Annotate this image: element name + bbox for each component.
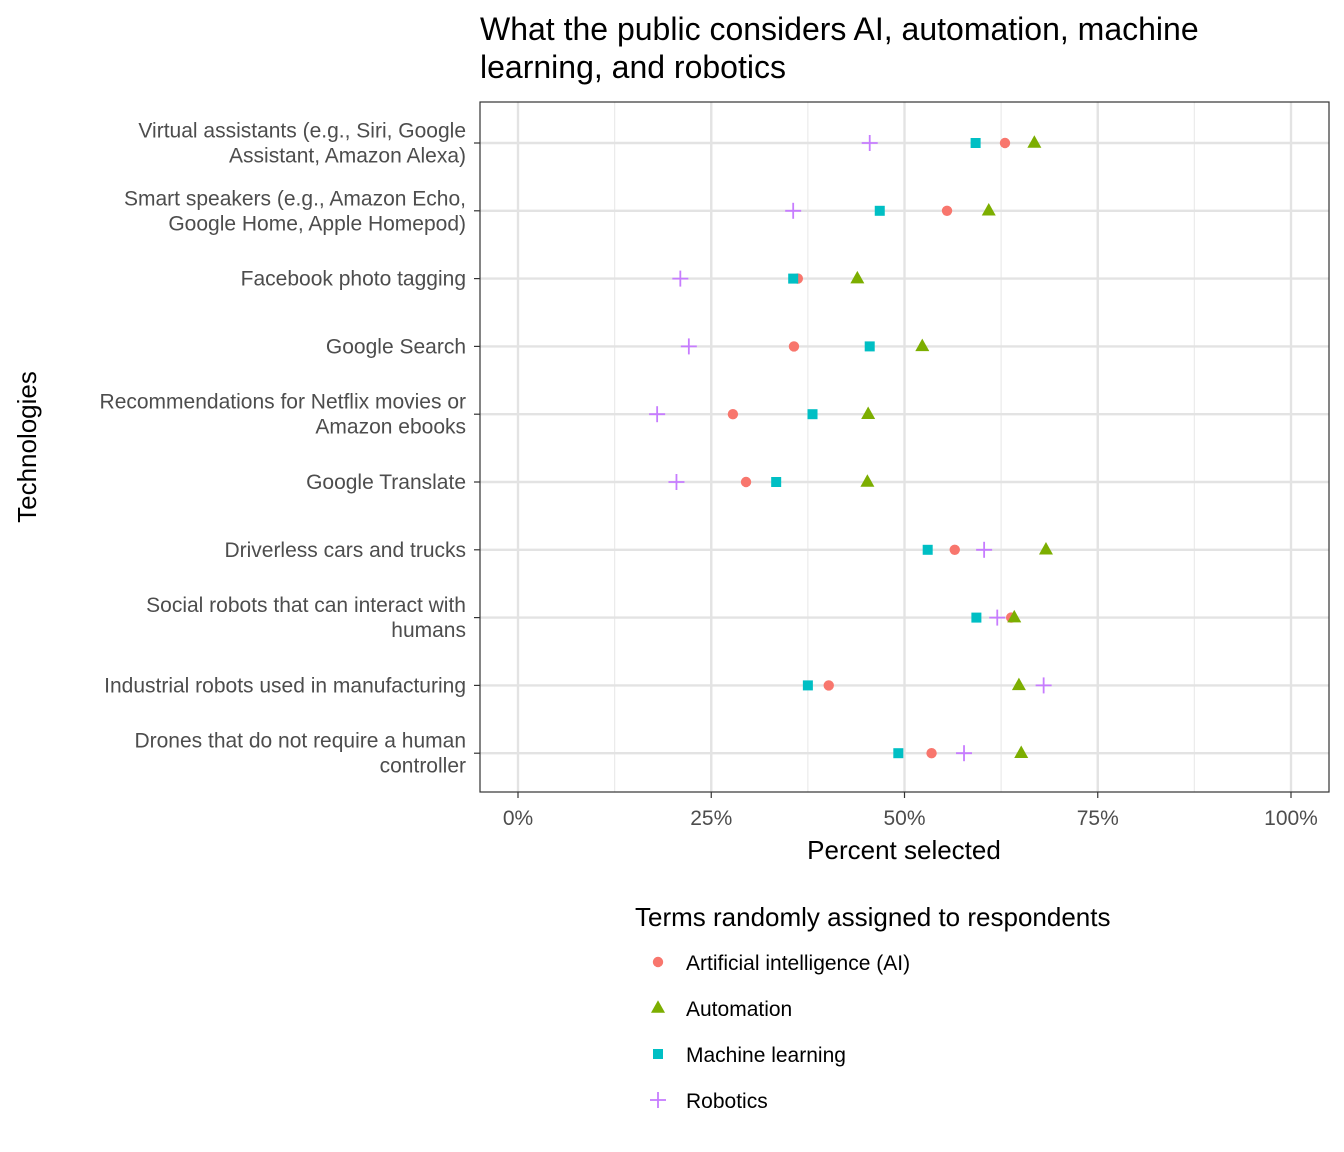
legend-label: Machine learning — [686, 1044, 846, 1067]
point-plus — [956, 745, 973, 762]
legend-key-circle — [652, 956, 664, 968]
point-plus — [1035, 677, 1052, 694]
chart-title-line-1: What the public considers AI, automation… — [480, 11, 1199, 47]
x-axis-title: Percent selected — [807, 835, 1001, 865]
y-tick-label: Google Search — [326, 335, 466, 358]
legend: Terms randomly assigned to respondents A… — [635, 902, 1110, 1113]
point-plus — [861, 135, 878, 151]
point-circle — [949, 544, 960, 555]
point-square — [807, 409, 818, 420]
point-plus — [989, 609, 1006, 626]
y-axis-title: Technologies — [12, 371, 42, 523]
point-plus — [785, 202, 802, 219]
x-tick-label: 50% — [883, 807, 925, 830]
x-tick-label: 0% — [503, 807, 533, 830]
point-circle — [740, 476, 752, 488]
grid-minor — [614, 102, 1195, 792]
point-triangle — [1038, 542, 1053, 555]
y-tick-label: Drones that do not require a human contro… — [134, 730, 466, 778]
point-square — [874, 205, 885, 216]
point-square — [802, 680, 813, 691]
point-square — [864, 341, 875, 352]
legend-key-plus — [650, 1092, 666, 1108]
point-square — [922, 544, 933, 555]
legend-label: Robotics — [686, 1090, 768, 1113]
legend-label: Artificial intelligence (AI) — [686, 952, 910, 975]
y-tick-label: Industrial robots used in manufacturing — [104, 674, 466, 697]
point-triangle — [861, 406, 876, 419]
point-circle — [823, 680, 834, 691]
y-axis: Virtual assistants (e.g., Siri, Google As… — [100, 120, 480, 778]
point-plus — [976, 541, 993, 558]
y-tick-label: Google Translate — [306, 471, 466, 494]
point-triangle — [850, 270, 865, 284]
point-plus — [680, 338, 697, 355]
chart-title-line-2: learning, and robotics — [480, 49, 786, 85]
point-circle — [999, 137, 1011, 149]
chart-title: What the public considers AI, automation… — [480, 11, 1199, 85]
point-circle — [788, 341, 800, 352]
data-points — [649, 135, 1053, 762]
legend-label: Automation — [686, 998, 792, 1021]
y-tick-label: Social robots that can interact with huma… — [146, 594, 466, 642]
point-plus — [672, 270, 689, 287]
point-triangle — [860, 474, 875, 487]
point-square — [970, 138, 981, 148]
y-tick-label: Driverless cars and trucks — [224, 539, 466, 562]
x-tick-label: 25% — [690, 807, 732, 830]
point-triangle — [1027, 135, 1042, 148]
y-tick-label: Smart speakers (e.g., Amazon Echo, Google… — [124, 187, 466, 235]
legend-title: Terms randomly assigned to respondents — [635, 902, 1110, 932]
y-tick-label: Virtual assistants (e.g., Siri, Google As… — [138, 120, 466, 168]
point-plus — [649, 406, 666, 423]
point-triangle — [915, 338, 930, 352]
point-triangle — [1014, 745, 1029, 758]
point-square — [788, 273, 799, 284]
point-plus — [668, 474, 685, 490]
point-triangle — [981, 203, 996, 216]
x-tick-label: 100% — [1264, 807, 1318, 830]
point-square — [971, 612, 982, 623]
legend-key-triangle — [651, 1000, 665, 1013]
point-triangle — [1007, 609, 1022, 623]
point-triangle — [1011, 677, 1026, 691]
point-circle — [926, 748, 937, 759]
legend-key-square — [653, 1049, 663, 1059]
point-circle — [941, 205, 953, 216]
point-square — [771, 477, 782, 487]
grid-major — [480, 102, 1329, 792]
y-tick-label: Recommendations for Netflix movies or Ama… — [100, 391, 466, 439]
x-axis: 0% 25% 50% 75% 100% — [503, 792, 1318, 830]
point-square — [893, 748, 904, 759]
point-circle — [727, 409, 739, 420]
x-tick-label: 75% — [1077, 807, 1119, 830]
y-tick-label: Facebook photo tagging — [241, 268, 466, 291]
